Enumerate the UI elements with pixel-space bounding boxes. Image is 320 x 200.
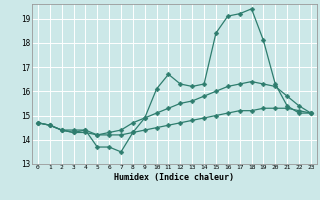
X-axis label: Humidex (Indice chaleur): Humidex (Indice chaleur) bbox=[115, 173, 234, 182]
